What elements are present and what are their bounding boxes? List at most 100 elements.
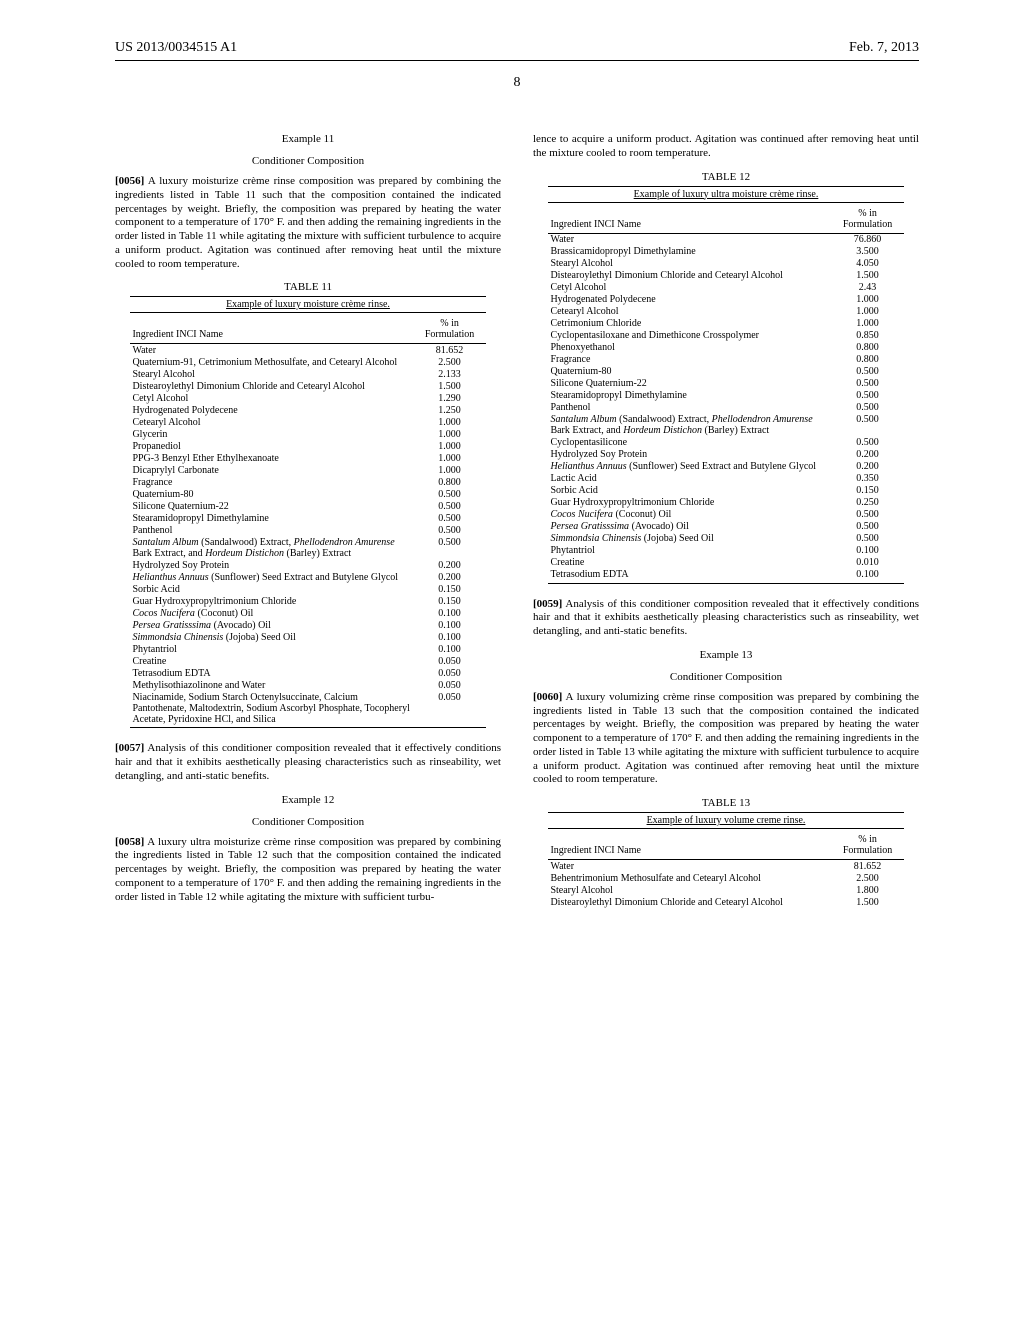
ingredient-name: Water bbox=[130, 344, 413, 357]
ingredient-name: Phytantriol bbox=[548, 545, 831, 557]
paragraph-0057: [0057] Analysis of this conditioner comp… bbox=[115, 742, 501, 783]
table-row: Stearamidopropyl Dimethylamine0.500 bbox=[130, 512, 485, 524]
ingredient-percent: 0.500 bbox=[832, 414, 904, 437]
ingredient-name: Stearyl Alcohol bbox=[548, 884, 831, 896]
table-header: % in Formulation bbox=[832, 829, 904, 860]
para-num: [0060] bbox=[533, 691, 562, 703]
ingredient-name: Helianthus Annuus (Sunflower) Seed Extra… bbox=[548, 461, 831, 473]
table-row: Cyclopentasilicone0.500 bbox=[548, 437, 903, 449]
ingredient-name: Niacinamide, Sodium Starch Octenylsuccin… bbox=[130, 691, 413, 725]
ingredient-percent: 2.133 bbox=[414, 368, 486, 380]
ingredient-name: Tetrasodium EDTA bbox=[548, 569, 831, 581]
ingredient-percent: 0.500 bbox=[832, 366, 904, 378]
ingredient-name: Water bbox=[548, 233, 831, 246]
table-row: Distearoylethyl Dimonium Chloride and Ce… bbox=[548, 896, 903, 908]
publication-number: US 2013/0034515 A1 bbox=[115, 40, 237, 56]
ingredient-percent: 1.000 bbox=[414, 464, 486, 476]
para-text: A luxury moisturize crème rinse composit… bbox=[115, 175, 501, 270]
ingredient-name: Silicone Quaternium-22 bbox=[548, 378, 831, 390]
ingredient-percent: 81.652 bbox=[832, 860, 904, 873]
ingredient-name: Cetearyl Alcohol bbox=[548, 306, 831, 318]
ingredient-percent: 1.500 bbox=[414, 380, 486, 392]
ingredient-percent: 0.500 bbox=[832, 521, 904, 533]
ingredient-percent: 0.800 bbox=[832, 354, 904, 366]
para-text: Analysis of this conditioner composition… bbox=[115, 742, 501, 782]
table-row: Simmondsia Chinensis (Jojoba) Seed Oil0.… bbox=[130, 631, 485, 643]
left-column: Example 11 Conditioner Composition [0056… bbox=[115, 133, 501, 922]
ingredient-name: Lactic Acid bbox=[548, 473, 831, 485]
ingredient-name: Dicaprylyl Carbonate bbox=[130, 464, 413, 476]
table-row: Quaternium-91, Cetrimonium Methosulfate,… bbox=[130, 356, 485, 368]
table-row: Stearyl Alcohol1.800 bbox=[548, 884, 903, 896]
table-row: Cocos Nucifera (Coconut) Oil0.100 bbox=[130, 607, 485, 619]
table-row: Methylisothiazolinone and Water0.050 bbox=[130, 679, 485, 691]
ingredient-name: Quaternium-91, Cetrimonium Methosulfate,… bbox=[130, 356, 413, 368]
ingredient-percent: 0.100 bbox=[414, 643, 486, 655]
ingredient-name: Propanediol bbox=[130, 440, 413, 452]
ingredient-name: Cetearyl Alcohol bbox=[130, 416, 413, 428]
ingredient-name: Santalum Album (Sandalwood) Extract, Phe… bbox=[548, 414, 831, 437]
ingredient-percent: 0.500 bbox=[414, 512, 486, 524]
ingredient-percent: 1.000 bbox=[832, 306, 904, 318]
ingredient-percent: 1.000 bbox=[414, 440, 486, 452]
table-row: Stearamidopropyl Dimethylamine0.500 bbox=[548, 390, 903, 402]
ingredient-name: Brassicamidopropyl Dimethylamine bbox=[548, 246, 831, 258]
ingredient-name: Hydrogenated Polydecene bbox=[548, 294, 831, 306]
ingredient-percent: 1.290 bbox=[414, 392, 486, 404]
example-12-subtitle: Conditioner Composition bbox=[115, 816, 501, 828]
example-11-subtitle: Conditioner Composition bbox=[115, 155, 501, 167]
ingredient-name: Cyclopentasilicone bbox=[548, 437, 831, 449]
ingredient-name: Cetyl Alcohol bbox=[548, 282, 831, 294]
ingredient-percent: 0.800 bbox=[832, 342, 904, 354]
ingredient-percent: 0.200 bbox=[414, 559, 486, 571]
ingredient-percent: 1.000 bbox=[832, 318, 904, 330]
table-row: Silicone Quaternium-220.500 bbox=[130, 500, 485, 512]
example-12-title: Example 12 bbox=[115, 794, 501, 806]
table-row: Cetyl Alcohol2.43 bbox=[548, 282, 903, 294]
table-12-title: Example of luxury ultra moisture crème r… bbox=[548, 186, 903, 203]
page-number: 8 bbox=[115, 75, 919, 91]
ingredient-percent: 0.050 bbox=[414, 679, 486, 691]
ingredient-percent: 0.010 bbox=[832, 557, 904, 569]
ingredient-percent: 0.500 bbox=[832, 533, 904, 545]
table-row: Sorbic Acid0.150 bbox=[130, 583, 485, 595]
ingredient-name: Distearoylethyl Dimonium Chloride and Ce… bbox=[130, 380, 413, 392]
ingredient-percent: 81.652 bbox=[414, 344, 486, 357]
table-row: Water81.652 bbox=[130, 344, 485, 357]
ingredient-percent: 1.000 bbox=[414, 452, 486, 464]
table-row: Cyclopentasiloxane and Dimethicone Cross… bbox=[548, 330, 903, 342]
table-row: Cetearyl Alcohol1.000 bbox=[130, 416, 485, 428]
ingredient-name: Distearoylethyl Dimonium Chloride and Ce… bbox=[548, 270, 831, 282]
ingredient-name: Persea Gratisssima (Avocado) Oil bbox=[548, 521, 831, 533]
ingredient-percent: 1.000 bbox=[414, 416, 486, 428]
ingredient-percent: 0.200 bbox=[832, 461, 904, 473]
ingredient-percent: 0.500 bbox=[414, 500, 486, 512]
table-header: Ingredient INCI Name bbox=[548, 829, 831, 860]
table-row: Panthenol0.500 bbox=[548, 402, 903, 414]
ingredient-name: Helianthus Annuus (Sunflower) Seed Extra… bbox=[130, 571, 413, 583]
table-row: Phytantriol0.100 bbox=[130, 643, 485, 655]
table-row: Cetyl Alcohol1.290 bbox=[130, 392, 485, 404]
right-column: lence to acquire a uniform product. Agit… bbox=[533, 133, 919, 922]
ingredient-percent: 0.500 bbox=[414, 524, 486, 536]
table-row: Santalum Album (Sandalwood) Extract, Phe… bbox=[548, 414, 903, 437]
ingredient-percent: 0.100 bbox=[832, 569, 904, 581]
table-row: Water76.860 bbox=[548, 233, 903, 246]
table-row: Fragrance0.800 bbox=[130, 476, 485, 488]
paragraph-0060: [0060] A luxury volumizing crème rinse c… bbox=[533, 691, 919, 787]
table-row: Dicaprylyl Carbonate1.000 bbox=[130, 464, 485, 476]
ingredient-percent: 1.000 bbox=[832, 294, 904, 306]
paragraph-0058-cont: lence to acquire a uniform product. Agit… bbox=[533, 133, 919, 161]
ingredient-percent: 0.500 bbox=[832, 378, 904, 390]
ingredient-percent: 0.150 bbox=[414, 583, 486, 595]
ingredient-name: Panthenol bbox=[130, 524, 413, 536]
example-11-title: Example 11 bbox=[115, 133, 501, 145]
ingredient-name: Phenoxyethanol bbox=[548, 342, 831, 354]
table-row: Niacinamide, Sodium Starch Octenylsuccin… bbox=[130, 691, 485, 725]
example-13-subtitle: Conditioner Composition bbox=[533, 671, 919, 683]
table-12-caption: TABLE 12 bbox=[533, 171, 919, 183]
para-text: Analysis of this conditioner composition… bbox=[533, 598, 919, 638]
ingredient-percent: 0.150 bbox=[832, 485, 904, 497]
table-header: Ingredient INCI Name bbox=[548, 203, 831, 234]
ingredient-percent: 0.050 bbox=[414, 667, 486, 679]
